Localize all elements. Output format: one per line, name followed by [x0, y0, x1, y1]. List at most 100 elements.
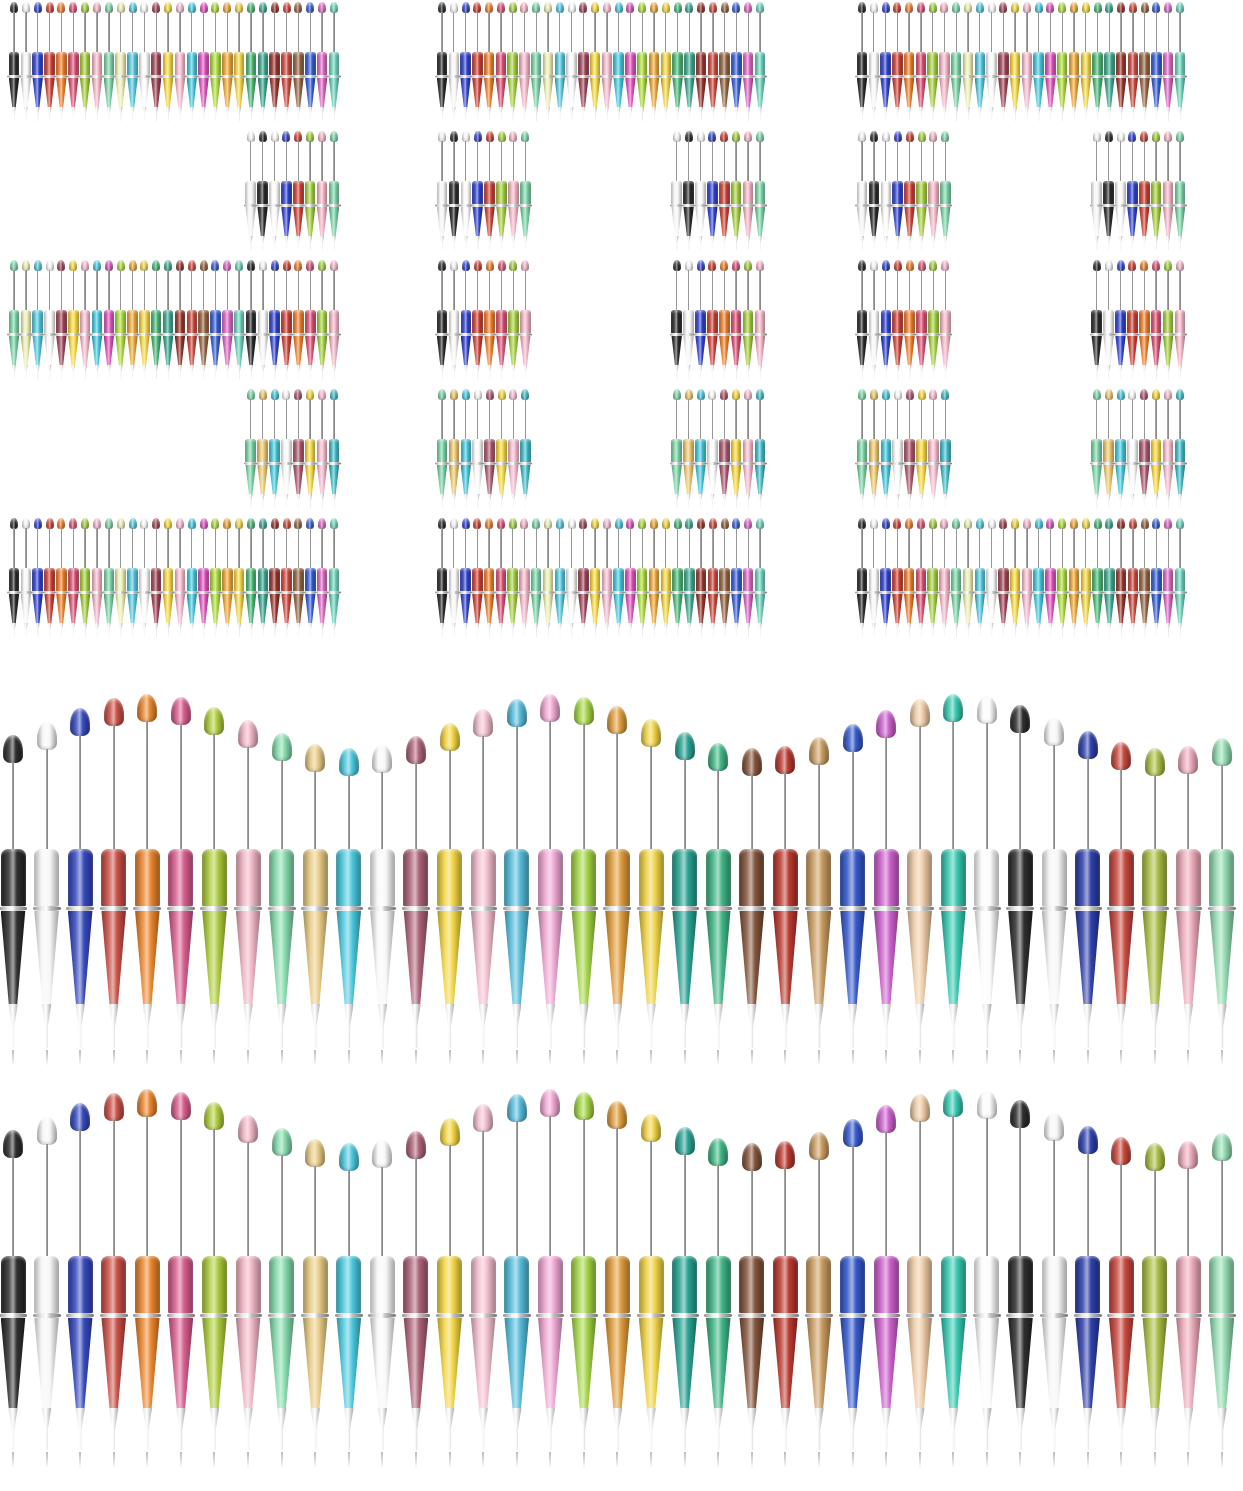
- pen-metal-tip: [444, 1408, 455, 1450]
- pen-wire-shaft: [1086, 1153, 1089, 1257]
- pen-bead-cap: [36, 1116, 57, 1145]
- pen-upper-barrel: [705, 1256, 731, 1313]
- pen-metal-tip: [982, 1408, 992, 1450]
- pen-upper-barrel: [1007, 1256, 1033, 1313]
- pen-lower-barrel: [873, 1318, 899, 1408]
- beadable-pen: [267, 0, 296, 1491]
- pen-center-ring: [99, 1313, 128, 1318]
- pen-bead-cap: [338, 1142, 359, 1171]
- pen-lower-barrel: [1142, 1318, 1168, 1408]
- beadable-pen: [166, 0, 195, 1491]
- pen-tip-reflection: [683, 1452, 686, 1468]
- pen-wire-shaft: [112, 1120, 115, 1257]
- pen-metal-tip: [881, 1408, 891, 1450]
- beadable-pen: [234, 0, 263, 1491]
- pen-metal-tip: [209, 1408, 220, 1450]
- pen-tip-reflection: [549, 1452, 552, 1468]
- pen-bead-cap: [305, 1138, 326, 1167]
- beadable-pen: [200, 0, 229, 1491]
- pen-upper-barrel: [806, 1256, 832, 1313]
- beadable-pen: [1140, 0, 1169, 1491]
- pen-wire-shaft: [582, 1118, 585, 1257]
- pen-lower-barrel: [235, 1318, 261, 1408]
- pen-tip-reflection: [1019, 1452, 1022, 1468]
- pen-bead-cap: [439, 1117, 460, 1146]
- pen-upper-barrel: [772, 1256, 798, 1313]
- pen-wire-shaft: [515, 1120, 518, 1257]
- pen-tip-reflection: [1187, 1452, 1190, 1468]
- pen-lower-barrel: [806, 1318, 832, 1408]
- pen-upper-barrel: [604, 1256, 630, 1313]
- pen-lower-barrel: [403, 1318, 429, 1408]
- pen-center-ring: [1040, 1313, 1069, 1318]
- pen-bead-cap: [876, 1105, 897, 1134]
- pen-lower-barrel: [571, 1318, 597, 1408]
- beadable-pen: [569, 0, 598, 1491]
- pen-lower-barrel: [302, 1318, 328, 1408]
- pen-center-ring: [1140, 1313, 1169, 1318]
- beadable-pen: [771, 0, 800, 1491]
- beadable-pen: [133, 0, 162, 1491]
- pen-metal-tip: [780, 1408, 791, 1450]
- pen-wire-shaft: [1053, 1139, 1056, 1257]
- pen-metal-tip: [8, 1408, 18, 1450]
- beadable-pen: [1174, 0, 1203, 1491]
- pen-wire-shaft: [1153, 1169, 1156, 1257]
- beadable-pen: [1040, 0, 1069, 1491]
- pen-tip-reflection: [448, 1452, 451, 1468]
- pen-lower-barrel: [840, 1318, 865, 1408]
- beadable-pen: [66, 0, 95, 1491]
- pen-upper-barrel: [974, 1256, 1000, 1313]
- pen-wire-shaft: [213, 1128, 216, 1257]
- pen-lower-barrel: [739, 1318, 765, 1408]
- pen-tip-reflection: [784, 1452, 787, 1468]
- pen-bead-cap: [170, 1092, 191, 1121]
- beadable-pen: [469, 0, 498, 1491]
- pen-upper-barrel: [302, 1256, 328, 1313]
- pen-lower-barrel: [1108, 1318, 1134, 1408]
- pen-metal-tip: [679, 1408, 690, 1450]
- pen-metal-tip: [1183, 1408, 1194, 1450]
- pen-wire-shaft: [146, 1116, 149, 1257]
- pen-upper-barrel: [235, 1256, 261, 1313]
- pen-center-ring: [368, 1313, 397, 1318]
- pen-center-ring: [1073, 1313, 1102, 1318]
- pen-bead-cap: [1144, 1142, 1165, 1171]
- pen-bead-cap: [607, 1100, 628, 1129]
- pen-bead-cap: [1211, 1132, 1232, 1161]
- pen-wire-shaft: [952, 1116, 955, 1257]
- pen-bead-cap: [741, 1142, 762, 1171]
- pen-tip-reflection: [347, 1452, 350, 1468]
- pen-center-ring: [1006, 1313, 1035, 1318]
- pen-bead-cap: [103, 1093, 124, 1122]
- pen-upper-barrel: [470, 1256, 496, 1313]
- beadable-pen: [972, 0, 1001, 1491]
- pen-wire-shaft: [280, 1155, 283, 1257]
- pen-upper-barrel: [537, 1256, 563, 1313]
- pen-center-ring: [166, 1313, 195, 1318]
- pen-lower-barrel: [1075, 1318, 1100, 1408]
- pen-tip-reflection: [79, 1452, 82, 1468]
- pen-center-ring: [569, 1313, 598, 1318]
- pen-metal-tip: [176, 1408, 186, 1450]
- pen-upper-barrel: [840, 1256, 866, 1313]
- pen-bead-cap: [1111, 1137, 1132, 1166]
- pen-metal-tip: [814, 1408, 824, 1450]
- pen-upper-barrel: [1209, 1256, 1235, 1313]
- pen-lower-barrel: [437, 1318, 462, 1408]
- pen-bead-cap: [506, 1093, 527, 1122]
- pen-upper-barrel: [873, 1256, 899, 1313]
- pen-wire-shaft: [347, 1169, 350, 1257]
- pen-center-ring: [334, 1313, 363, 1318]
- pen-wire-shaft: [616, 1127, 619, 1257]
- pen-tip-reflection: [1220, 1452, 1223, 1468]
- pen-upper-barrel: [67, 1256, 93, 1313]
- pen-bead-cap: [137, 1089, 158, 1117]
- pen-wire-shaft: [750, 1169, 753, 1257]
- pen-upper-barrel: [101, 1256, 127, 1313]
- pen-lower-barrel: [705, 1318, 731, 1408]
- pen-lower-barrel: [101, 1318, 126, 1408]
- pen-metal-tip: [847, 1408, 858, 1450]
- pen-metal-tip: [1015, 1408, 1026, 1450]
- pen-lower-barrel: [1041, 1318, 1067, 1408]
